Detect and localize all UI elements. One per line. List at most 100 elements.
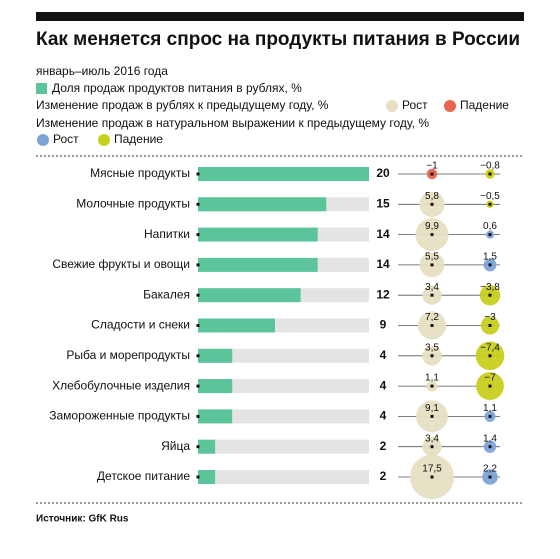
bar-track	[198, 409, 369, 424]
bubble-center	[488, 414, 492, 418]
legend-label: Рост	[402, 98, 428, 112]
bubble-center	[430, 384, 434, 388]
legend-label: Изменение продаж в натуральном выражении…	[36, 116, 429, 130]
bubble-label: 1,4	[483, 433, 497, 444]
bubble-label: 9,1	[425, 403, 439, 414]
bubble-center	[430, 233, 434, 237]
legend-swatch	[386, 100, 398, 112]
row-dot	[196, 202, 200, 206]
bubble-center	[488, 475, 492, 479]
bubble-center	[488, 354, 492, 358]
bubble-center	[430, 445, 434, 449]
category-label: Яйца	[161, 439, 190, 453]
legend-label: Изменение продаж в рублях к предыдущему …	[36, 98, 329, 112]
bar	[198, 348, 233, 363]
bubble-label: −0,5	[480, 191, 500, 202]
bubble-label: 2,2	[483, 464, 497, 475]
category-label: Напитки	[144, 227, 190, 241]
bubble-label: −7	[484, 373, 496, 384]
bubble-center	[488, 293, 492, 297]
bubble-center	[488, 263, 492, 267]
row-dot	[196, 172, 200, 176]
row-dot	[196, 324, 200, 327]
bar-track	[198, 470, 369, 484]
bubble-center	[430, 172, 434, 176]
category-label: Сладости и снеки	[91, 318, 190, 332]
value-label: 9	[380, 318, 387, 332]
row-dot	[196, 384, 200, 388]
bar	[198, 197, 327, 212]
bubble-center	[430, 263, 434, 267]
bubble-label: 5,5	[425, 252, 439, 263]
row-dot	[196, 475, 200, 479]
bubble-label: 3,4	[425, 433, 439, 444]
category-label: Хлебобулочные изделия	[52, 378, 190, 392]
bar	[198, 288, 301, 303]
bar	[198, 439, 216, 454]
bubble-center	[488, 172, 492, 176]
row-dot	[196, 445, 200, 449]
bubble-label: −7,4	[480, 342, 500, 353]
subtitle: январь–июль 2016 года	[36, 64, 168, 78]
legend-label: Рост	[53, 132, 79, 146]
value-label: 12	[376, 287, 390, 301]
category-label: Свежие фрукты и овощи	[52, 257, 190, 271]
bubble-label: 9,9	[425, 221, 439, 232]
row-dot	[196, 293, 200, 297]
legend-swatch	[37, 134, 49, 146]
bubble-center	[430, 202, 434, 206]
bar	[198, 409, 233, 424]
bubble-label: −3,8	[480, 282, 500, 293]
bubble-label: 17,5	[422, 464, 442, 475]
row-dot	[196, 354, 200, 358]
bubble-center	[488, 233, 492, 237]
legend-swatch	[444, 100, 456, 112]
legend-label: Падение	[460, 98, 509, 112]
value-label: 4	[380, 378, 387, 392]
value-label: 20	[376, 166, 390, 180]
top-bar	[36, 12, 524, 21]
bar-track	[198, 379, 369, 394]
row-dot	[196, 233, 200, 237]
bar	[198, 227, 318, 242]
category-label: Рыба и морепродукты	[66, 348, 190, 362]
category-label: Бакалея	[143, 287, 190, 301]
bubble-center	[488, 324, 492, 327]
category-label: Замороженные продукты	[49, 409, 190, 423]
value-label: 4	[380, 348, 387, 362]
legend-swatch	[98, 134, 110, 146]
bubble-center	[430, 293, 434, 297]
row-dot	[196, 414, 200, 418]
value-label: 4	[380, 409, 387, 423]
value-label: 2	[380, 439, 387, 453]
bubble-label: −3	[484, 312, 496, 323]
bubble-center	[488, 202, 492, 206]
bubble-label: 7,2	[425, 312, 439, 323]
source: Источник: GfK Rus	[36, 514, 129, 525]
bubble-label: −0,8	[480, 161, 500, 172]
bar	[198, 257, 318, 272]
value-label: 14	[376, 227, 390, 241]
bubble-label: 3,5	[425, 342, 439, 353]
bubble-center	[488, 384, 492, 388]
bubble-label: 1,1	[483, 403, 497, 414]
bar	[198, 318, 275, 333]
category-label: Молочные продукты	[76, 196, 190, 210]
value-label: 14	[376, 257, 390, 271]
bubble-center	[430, 414, 434, 418]
bubble-label: 1,5	[483, 252, 497, 263]
legend-swatch	[36, 83, 47, 94]
bar	[198, 379, 233, 394]
bubble-label: 3,4	[425, 282, 439, 293]
value-label: 2	[380, 469, 387, 483]
bubble-label: 0,6	[483, 221, 497, 232]
bubble-center	[430, 354, 434, 358]
row-dot	[196, 263, 200, 267]
value-label: 15	[376, 196, 390, 210]
legend-label: Доля продаж продуктов питания в рублях, …	[52, 81, 302, 95]
bubble-label: 1,1	[425, 373, 439, 384]
bubble-center	[488, 445, 492, 449]
legend-label: Падение	[114, 132, 163, 146]
bubble-label: −1	[426, 161, 438, 172]
